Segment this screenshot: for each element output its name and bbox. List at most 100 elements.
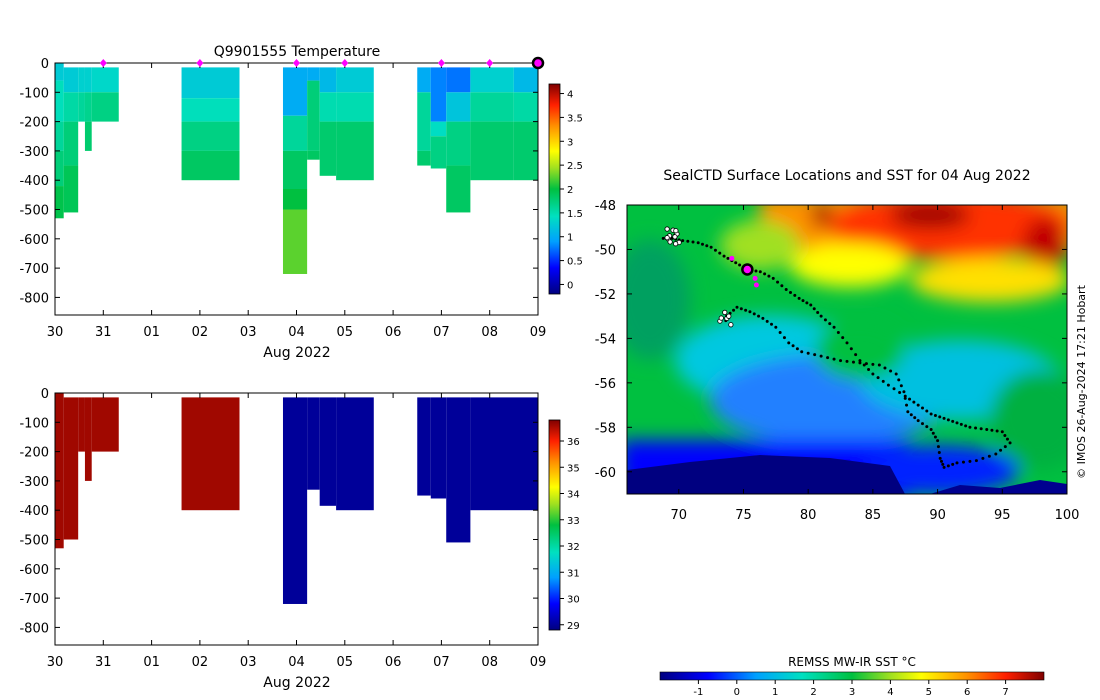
profile-0-layer-1 (55, 80, 64, 122)
profile-5-layer-0 (181, 67, 240, 99)
temperature-profiles (55, 63, 538, 274)
profile-1-layer-0 (63, 67, 79, 93)
x-tick-label: 08 (481, 325, 498, 340)
track-point (734, 261, 738, 265)
lon-tick-label: 70 (670, 508, 687, 523)
profile-10-layer-0 (417, 397, 431, 496)
x-tick-label: 31 (95, 325, 112, 340)
track-point (920, 422, 924, 426)
x-tick-label: 01 (143, 655, 160, 670)
colorbar-tick-label: 36 (567, 437, 580, 448)
sst-colorbar-tick-label: 2 (810, 687, 816, 698)
track-point (862, 363, 866, 367)
profile-13-layer-1 (470, 92, 514, 122)
track-point (851, 360, 855, 364)
profile-5-layer-0 (181, 397, 240, 511)
track-point (681, 239, 685, 243)
y-tick-label: -600 (19, 563, 49, 578)
track-point (867, 368, 871, 372)
profile-4-layer-0 (91, 67, 119, 93)
track-point (906, 410, 910, 414)
lon-tick-label: 95 (994, 508, 1011, 523)
track-point (757, 314, 761, 318)
profile-13-layer-0 (470, 67, 514, 93)
track-point (845, 359, 849, 363)
track-point (929, 428, 933, 432)
track-point (903, 394, 907, 398)
y-tick-label: -500 (19, 204, 49, 219)
temperature-y-axis: 0 -100 -200 -300 -400 -500 -600 -700 -800 (19, 57, 538, 306)
track-point (929, 412, 933, 416)
x-tick-label: 09 (530, 325, 547, 340)
track-point (758, 270, 762, 274)
profile-9-layer-2 (336, 121, 374, 181)
profile-5-layer-3 (181, 150, 240, 181)
y-tick-label: -400 (19, 504, 49, 519)
track-point (974, 459, 978, 463)
lon-tick-label: 90 (929, 508, 946, 523)
track-point (841, 336, 845, 340)
track-point (933, 413, 937, 417)
lat-tick-label: -58 (595, 421, 616, 436)
track-point (797, 296, 801, 300)
profile-1-layer-1 (63, 92, 79, 122)
profile-2-layer-1 (78, 92, 85, 122)
surface-marker (437, 59, 445, 67)
track-point (871, 372, 875, 376)
track-point (981, 456, 985, 460)
y-tick-label: 0 (41, 387, 49, 402)
sst-colorbar-label: REMSS MW-IR SST °C (788, 655, 916, 669)
sst-field (627, 205, 1067, 494)
track-point (709, 245, 713, 249)
profile-2-layer-0 (78, 397, 85, 452)
surface-marker (293, 59, 300, 67)
x-tick-label: 09 (530, 655, 547, 670)
track-point (903, 396, 907, 400)
track-point (979, 427, 983, 431)
profile-12-layer-0 (446, 67, 471, 93)
surface-marker (196, 59, 204, 67)
x-tick-label: 02 (192, 325, 209, 340)
colorbar-tick-label: 3 (567, 137, 573, 148)
sst-colorbar-tick-label: -1 (693, 687, 703, 698)
track-point (1008, 441, 1012, 445)
profile-8-layer-1 (319, 92, 337, 122)
track-point (941, 462, 945, 466)
track-point (936, 439, 940, 443)
track-point (892, 387, 896, 391)
track-point (933, 435, 937, 439)
profile-7-layer-1 (307, 80, 320, 151)
colorbar-tick-label: 32 (567, 542, 580, 553)
profile-6-layer-0 (282, 67, 308, 116)
track-point (800, 350, 804, 354)
track-point (961, 460, 965, 464)
track-point (752, 312, 756, 316)
track-point (823, 318, 827, 322)
track-point (854, 353, 858, 357)
y-tick-label: -300 (19, 475, 49, 490)
track-point (686, 239, 690, 243)
y-tick-label: -300 (19, 145, 49, 160)
track-point (763, 272, 767, 276)
track-point (942, 416, 946, 420)
track-point (661, 236, 665, 240)
y-tick-label: -200 (19, 446, 49, 461)
track-point (902, 390, 906, 394)
colorbar-tick-label: 0.5 (567, 257, 583, 268)
map-frame (626, 204, 1068, 495)
track-point (1003, 433, 1007, 437)
temperature-colorbar-ticks: 0 0.5 1 1.5 2 2.5 3 3.5 4 (560, 90, 583, 291)
profile-11-layer-0 (430, 397, 447, 499)
colorbar-tick-label: 34 (567, 490, 580, 501)
start-cluster-point (673, 228, 679, 234)
colorbar-tick-label: 2 (567, 185, 573, 196)
colorbar-tick-label: 33 (567, 516, 580, 527)
track-point (916, 419, 920, 423)
profile-8-layer-2 (319, 121, 337, 176)
track-point (774, 325, 778, 329)
track-point (735, 305, 739, 309)
salinity-x-axis: 30 31 01 02 03 04 05 06 07 08 09 (47, 393, 547, 670)
profile-11-layer-1 (430, 121, 447, 137)
lat-tick-label: -56 (595, 377, 616, 392)
profile-3-layer-0 (84, 67, 92, 93)
